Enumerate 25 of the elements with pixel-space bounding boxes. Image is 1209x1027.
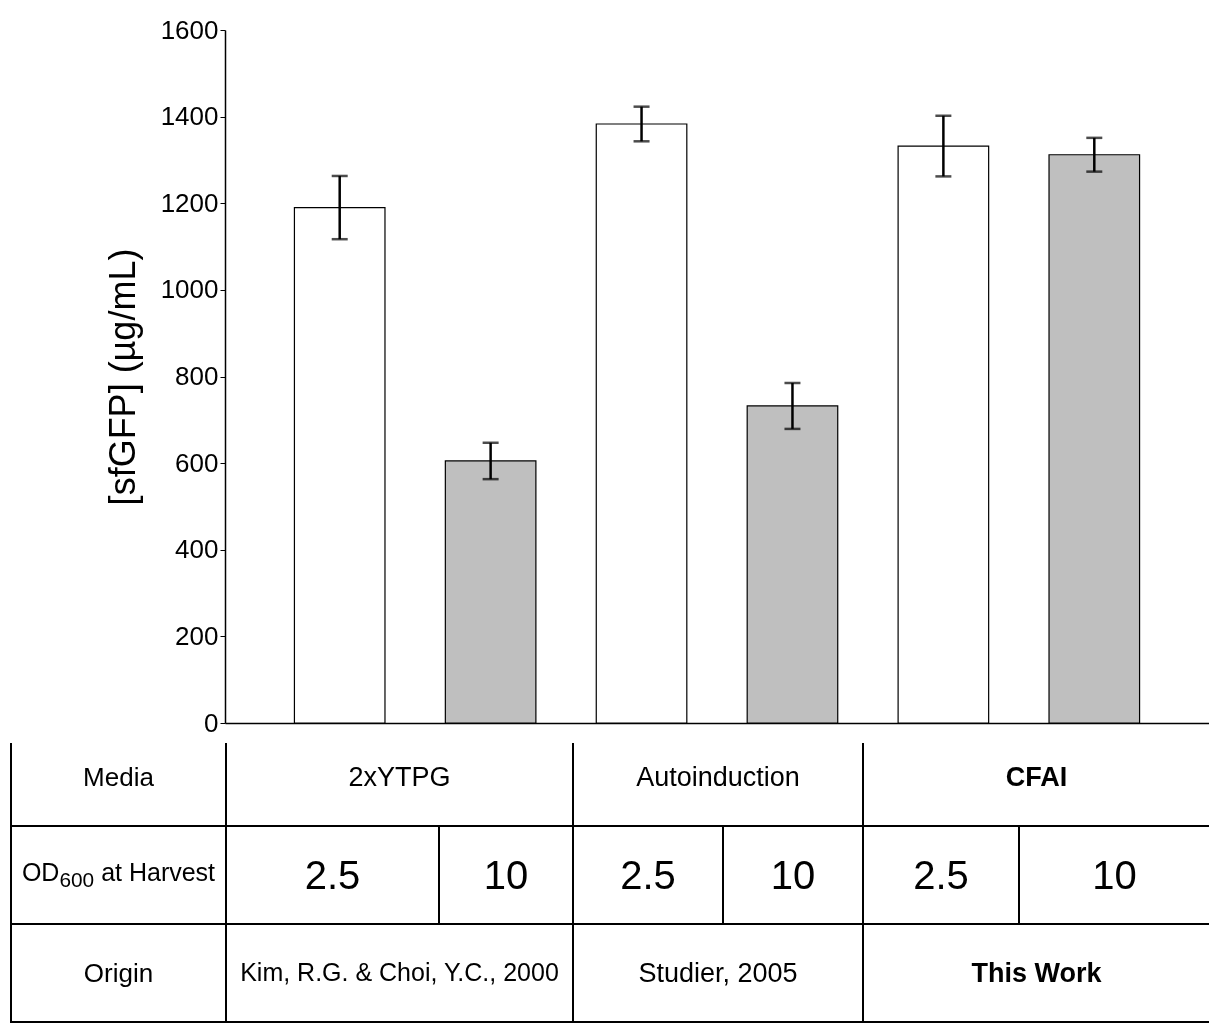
x-tick-label: 10: [1019, 826, 1209, 924]
text: 2xYTPG: [226, 728, 573, 826]
x-tick-label: 2.5: [573, 826, 723, 924]
y-tick-label: 400: [175, 534, 219, 565]
text: Autoinduction: [573, 728, 863, 826]
text: This Work: [863, 924, 1209, 1022]
x-tick-label: 2.5: [226, 826, 439, 924]
y-tick-label: 600: [175, 447, 219, 478]
y-tick-label: 0: [204, 707, 219, 738]
x-tick-label: 10: [439, 826, 573, 924]
text: OD$_{600}$ at Harvest: [11, 826, 226, 924]
text: Studier, 2005: [573, 924, 863, 1022]
y-tick-label: 1000: [160, 274, 219, 305]
x-tick-label: 10: [723, 826, 863, 924]
y-tick-label: 1600: [160, 14, 219, 45]
text: Media: [83, 761, 154, 792]
x-tick-label: 2.5: [863, 826, 1019, 924]
text: Kim, R.G. & Choi, Y.C., 2000: [226, 924, 573, 1022]
text: Origin: [11, 924, 226, 1022]
y-tick-label: 1400: [160, 101, 219, 132]
y-tick-label: 800: [175, 361, 219, 391]
y-tick-label: 1200: [160, 187, 219, 218]
y-axis-title: [sfGFP] (µg/mL): [101, 248, 143, 506]
y-tick-label: 200: [175, 620, 219, 651]
text: CFAI: [863, 728, 1209, 826]
